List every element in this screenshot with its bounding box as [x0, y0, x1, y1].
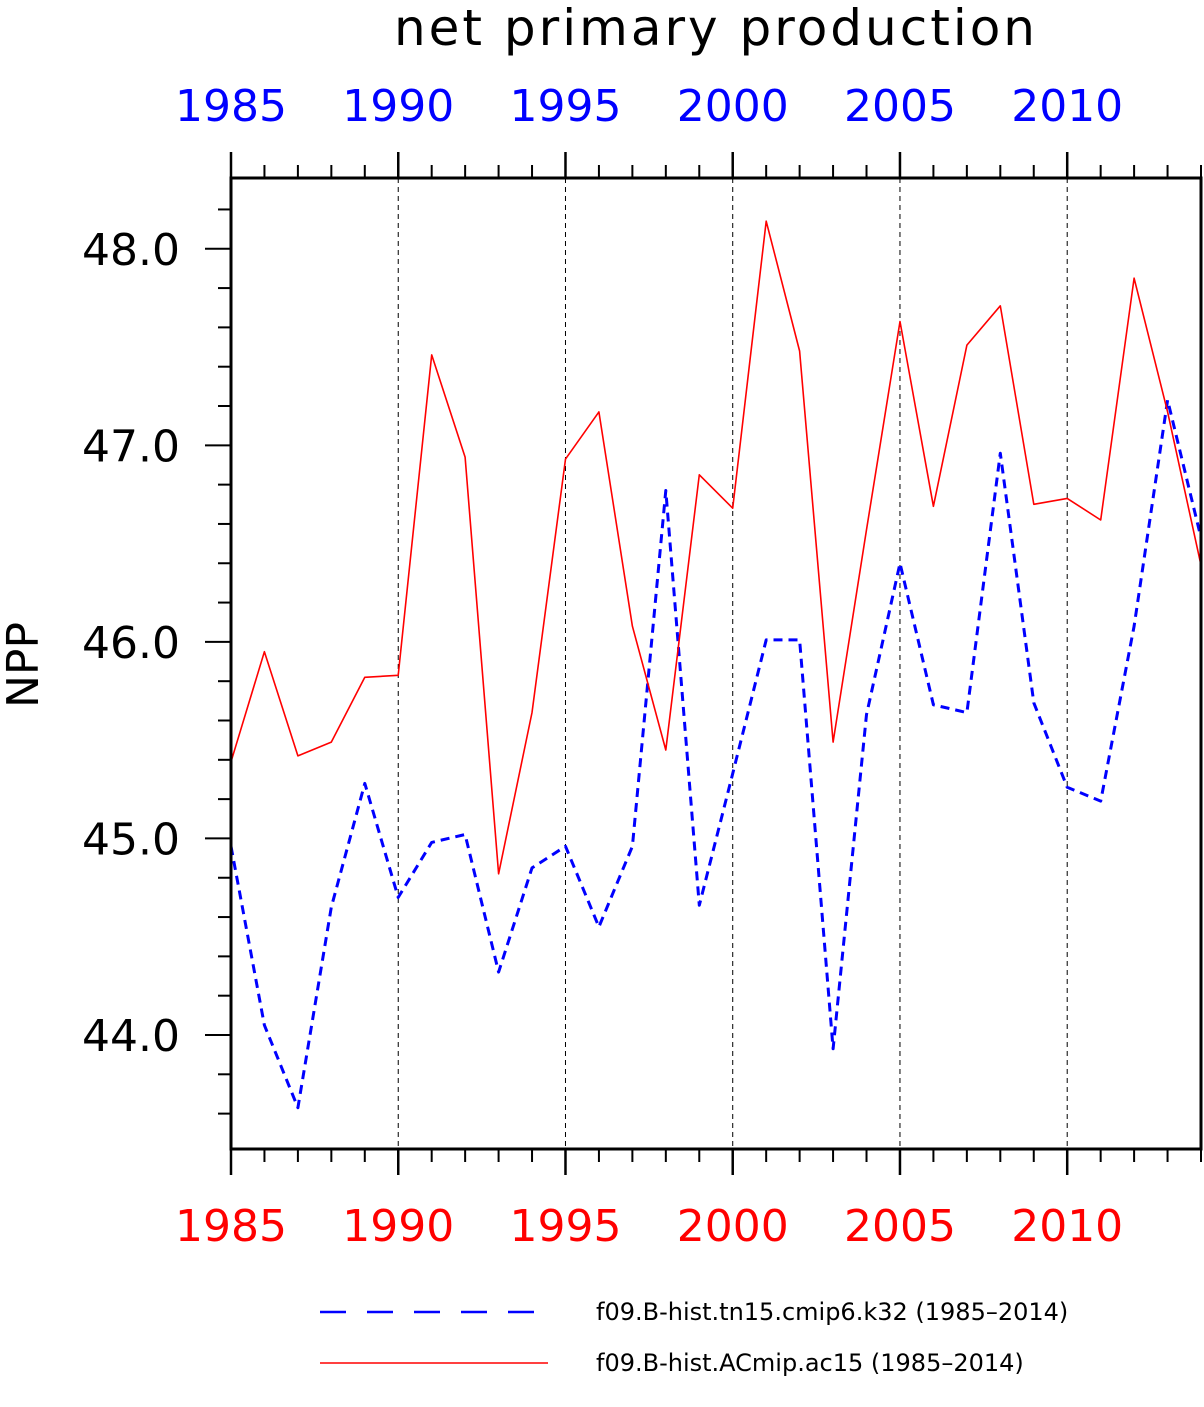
legend: f09.B-hist.tn15.cmip6.k32 (1985–2014) f0… [320, 1298, 1068, 1377]
chart-title: net primary production [394, 0, 1038, 57]
grid-lines [397, 178, 1068, 1149]
plot-border [229, 176, 1203, 1151]
bottom-x-tick-label: 2000 [677, 1201, 789, 1252]
series-layer [229, 220, 1203, 1110]
legend-label-series-2: f09.B-hist.ACmip.ac15 (1985–2014) [596, 1349, 1024, 1377]
bottom-x-tick-label: 1985 [175, 1201, 287, 1252]
y-tick-label: 44.0 [82, 1011, 180, 1062]
y-tick-labels: 44.0 45.0 46.0 47.0 48.0 [82, 225, 180, 1062]
y-tick-label: 45.0 [82, 814, 180, 865]
top-x-tick-label: 1995 [509, 81, 621, 132]
top-x-tick-label: 2005 [844, 81, 956, 132]
series-line-1 [229, 398, 1203, 1110]
bottom-x-tick-label: 2010 [1011, 1201, 1123, 1252]
legend-label-series-1: f09.B-hist.tn15.cmip6.k32 (1985–2014) [596, 1298, 1068, 1326]
bottom-x-tick-label: 2005 [844, 1201, 956, 1252]
y-axis-label: NPP [0, 622, 49, 708]
bottom-x-tick-labels: 1985 1990 1995 2000 2005 2010 [175, 1201, 1123, 1252]
top-x-tick-label: 1985 [175, 81, 287, 132]
axis-ticks [205, 152, 1202, 1175]
bottom-x-tick-label: 1995 [509, 1201, 621, 1252]
top-x-tick-label: 2010 [1011, 81, 1123, 132]
y-tick-label: 46.0 [82, 618, 180, 669]
y-tick-label: 47.0 [82, 421, 180, 472]
series-line-2 [230, 220, 1202, 875]
plot-frame [229, 176, 1203, 1151]
bottom-x-tick-label: 1990 [342, 1201, 454, 1252]
top-x-tick-label: 1990 [342, 81, 454, 132]
top-x-tick-label: 2000 [677, 81, 789, 132]
top-x-tick-labels: 1985 1990 1995 2000 2005 2010 [175, 81, 1123, 132]
y-tick-label: 48.0 [82, 225, 180, 276]
